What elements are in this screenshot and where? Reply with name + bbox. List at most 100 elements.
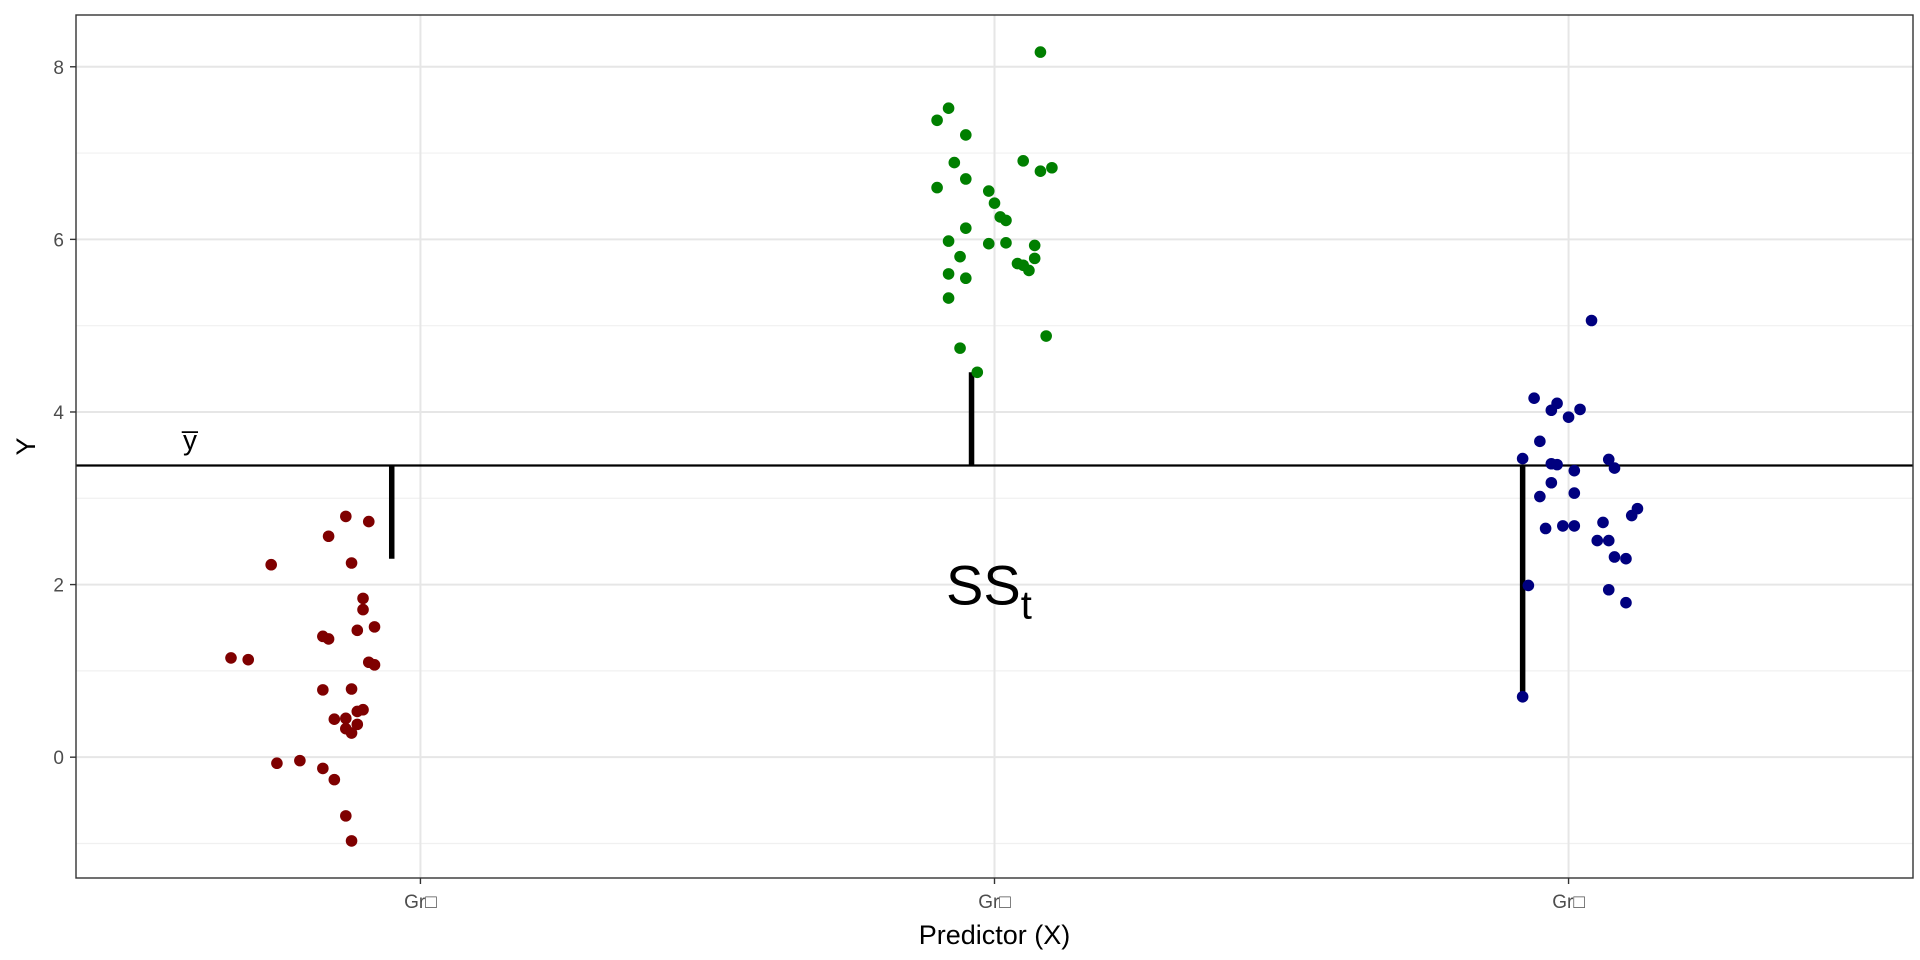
data-point (357, 603, 369, 616)
data-point (1568, 464, 1581, 477)
data-point (1034, 46, 1047, 58)
data-point (971, 366, 984, 379)
data-point (345, 835, 358, 847)
data-point (988, 197, 1001, 209)
ss-total-label: SSt (946, 554, 1032, 628)
data-point (1551, 458, 1563, 471)
data-point (1034, 165, 1047, 178)
data-point (1528, 392, 1540, 404)
data-point (242, 653, 255, 666)
data-point (225, 652, 237, 664)
data-point (1620, 596, 1632, 609)
data-point (322, 633, 335, 645)
ss-total-label-subscript: t (1021, 584, 1032, 628)
data-point (345, 683, 358, 695)
data-point (1545, 404, 1558, 417)
data-point (340, 510, 352, 523)
data-point (368, 659, 381, 671)
data-point (954, 250, 966, 263)
data-point (1568, 520, 1581, 532)
data-point (954, 342, 966, 354)
data-point (328, 773, 341, 786)
x-tick-label: Gr□ (404, 892, 437, 913)
data-point (1625, 509, 1638, 522)
data-point (340, 810, 352, 822)
data-point (351, 705, 364, 718)
data-point (931, 114, 943, 127)
x-tick-label: Gr□ (978, 892, 1011, 913)
data-point (1516, 452, 1529, 465)
data-point (351, 624, 364, 637)
data-point (1545, 476, 1558, 489)
data-point (271, 757, 283, 770)
y-tick-label: 4 (53, 403, 64, 424)
data-point (345, 727, 358, 739)
data-point (1539, 522, 1552, 535)
data-point (317, 684, 329, 696)
data-point (1534, 435, 1546, 448)
data-point (942, 292, 955, 304)
data-point (1040, 330, 1052, 342)
data-point (959, 222, 972, 234)
data-point (942, 268, 955, 280)
data-point (1597, 516, 1609, 529)
data-point (1534, 490, 1546, 503)
data-point (368, 621, 381, 633)
data-point (948, 156, 961, 169)
y-axis-title: Y (11, 437, 41, 455)
data-point (351, 718, 364, 731)
x-tick-label: Gr□ (1552, 892, 1585, 913)
data-point (1574, 403, 1586, 416)
data-point (328, 713, 341, 726)
data-point (1602, 453, 1615, 466)
deviation-segments (388, 372, 1526, 697)
data-point (1620, 552, 1632, 565)
data-point (1017, 155, 1030, 167)
data-point (317, 762, 329, 775)
annotations: y̅ SSt (181, 424, 1032, 627)
data-point (1602, 534, 1615, 547)
data-point (942, 235, 955, 247)
data-point (1585, 314, 1598, 327)
data-point (1568, 487, 1581, 499)
data-point (345, 557, 358, 569)
y-tick-label: 8 (53, 58, 64, 79)
data-point (1000, 237, 1012, 249)
data-point (357, 592, 369, 605)
data-point (982, 237, 995, 250)
data-point (982, 185, 995, 197)
data-point (322, 530, 335, 543)
data-point (942, 102, 955, 115)
data-point (1557, 520, 1569, 532)
data-point (1046, 161, 1058, 174)
data-point (1562, 411, 1575, 423)
data-point (1522, 579, 1535, 592)
data-point (362, 515, 375, 528)
data-point (1591, 534, 1604, 547)
data-point (1000, 214, 1012, 227)
ss-total-label-main: SS (946, 554, 1021, 617)
data-point (959, 129, 972, 141)
axes: 0 2 4 6 8 Gr□ Gr□ Gr□ (53, 58, 1585, 913)
data-point (340, 712, 352, 725)
data-points (225, 46, 1644, 847)
grand-mean-label: y̅ (181, 424, 199, 455)
data-point (1602, 583, 1615, 596)
data-point (1608, 551, 1621, 563)
data-point (265, 558, 277, 571)
x-axis-title: Predictor (X) (919, 920, 1071, 950)
data-point (931, 181, 943, 194)
data-point (1028, 252, 1041, 265)
data-point (959, 272, 972, 285)
data-point (1023, 264, 1035, 277)
data-point (959, 173, 972, 185)
y-tick-label: 0 (53, 748, 64, 769)
grid (76, 15, 1913, 878)
y-tick-label: 6 (53, 230, 64, 251)
y-tick-label: 2 (53, 576, 64, 597)
data-point (1516, 690, 1529, 703)
data-point (1028, 239, 1041, 252)
data-point (294, 754, 306, 767)
data-point (1608, 462, 1621, 474)
